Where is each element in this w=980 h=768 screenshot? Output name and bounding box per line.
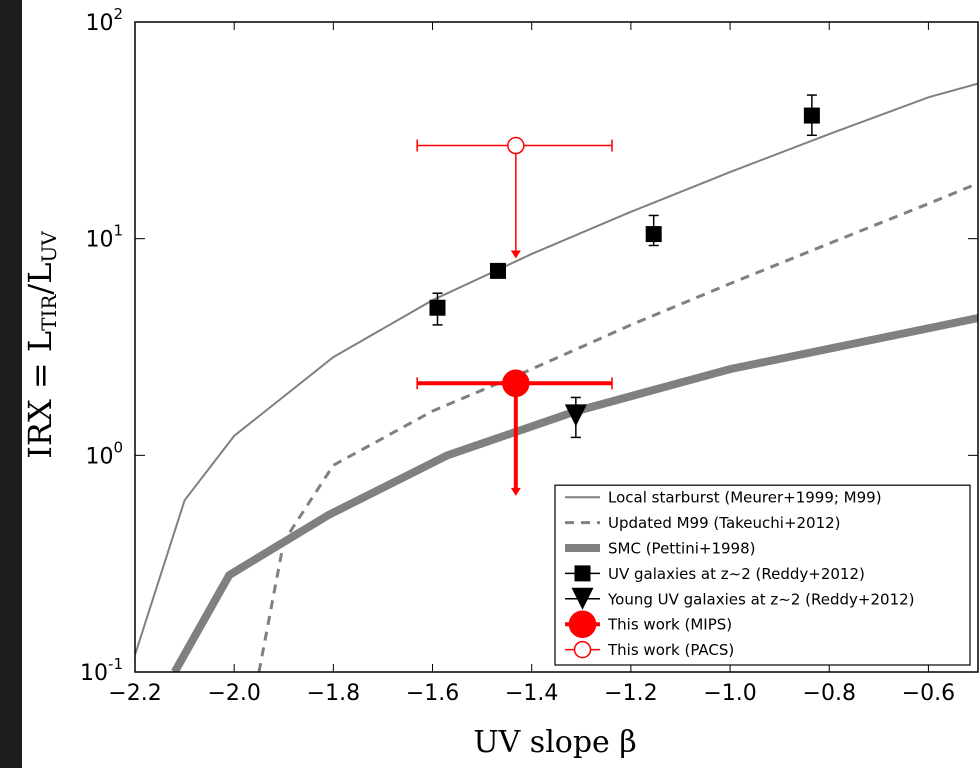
- y-tick-base: 10: [85, 11, 113, 36]
- x-axis-label: UV slope β: [473, 725, 636, 760]
- plot-area: [135, 82, 978, 672]
- plot-frame: [134, 21, 979, 673]
- data-point: [507, 136, 525, 155]
- data-point: [502, 369, 530, 398]
- x-tick-label: −2.2: [108, 681, 161, 706]
- x-tick-label: −1.0: [703, 681, 756, 706]
- y-tick-base: 10: [80, 661, 108, 686]
- y-tick-label: 102: [85, 5, 123, 37]
- x-tick-label: −1.6: [406, 681, 459, 706]
- y-tick-label: 100: [85, 438, 123, 470]
- x-tick-label: −1.4: [505, 681, 558, 706]
- y-tick-exponent: 2: [113, 5, 123, 23]
- y-tick-exponent: 1: [113, 221, 123, 239]
- limit-arrow-head: [510, 487, 521, 496]
- y-tick-exponent: -1: [108, 655, 123, 673]
- y-tick-label: 10-1: [80, 655, 123, 687]
- curve: [171, 314, 978, 672]
- y-axis-label: IRX = LTIR/LUV: [21, 231, 61, 459]
- y-tick-base: 10: [85, 228, 113, 253]
- limit-arrow-head: [510, 250, 521, 259]
- x-tick-label: −2.0: [207, 681, 260, 706]
- legend-label: Updated M99 (Takeuchi+2012): [608, 514, 841, 532]
- x-tick-label: −0.6: [902, 681, 955, 706]
- legend-marker: [574, 565, 591, 582]
- x-tick-label: −1.8: [307, 681, 360, 706]
- legend-marker: [571, 587, 594, 610]
- data-point: [645, 226, 662, 243]
- legend-label: This work (PACS): [607, 641, 734, 659]
- x-tick-label: −0.8: [803, 681, 856, 706]
- y-label-part: IRX = L: [21, 331, 59, 459]
- legend-label: Local starburst (Meurer+1999; M99): [608, 489, 882, 507]
- y-tick-exponent: 0: [113, 438, 123, 456]
- legend: Local starburst (Meurer+1999; M99) Update…: [554, 484, 971, 666]
- y-label-part: UV: [37, 231, 61, 263]
- legend-label: This work (MIPS): [607, 616, 732, 634]
- y-tick-base: 10: [85, 444, 113, 469]
- legend-label: UV galaxies at z∼2 (Reddy+2012): [608, 565, 865, 583]
- y-label-part: /L: [21, 263, 59, 295]
- curve: [257, 181, 978, 672]
- x-tick-label: −1.2: [604, 681, 657, 706]
- legend-box: [554, 484, 971, 666]
- data-point: [564, 404, 587, 427]
- data-point: [803, 107, 820, 124]
- y-tick-label: 101: [85, 221, 123, 253]
- legend-marker: [568, 610, 597, 638]
- data-point: [489, 262, 506, 279]
- curve: [135, 82, 978, 656]
- legend-marker: [573, 640, 592, 659]
- legend-label: Young UV galaxies at z∼2 (Reddy+2012): [607, 590, 915, 608]
- y-label-part: TIR: [37, 294, 61, 331]
- legend-label: SMC (Pettini+1998): [608, 540, 756, 558]
- data-point: [429, 299, 446, 316]
- overlay: −2.2 −2.0 −1.8 −1.6 −1.4 −1.2 −1.0 −0.8 −0.610-1…: [80, 5, 978, 706]
